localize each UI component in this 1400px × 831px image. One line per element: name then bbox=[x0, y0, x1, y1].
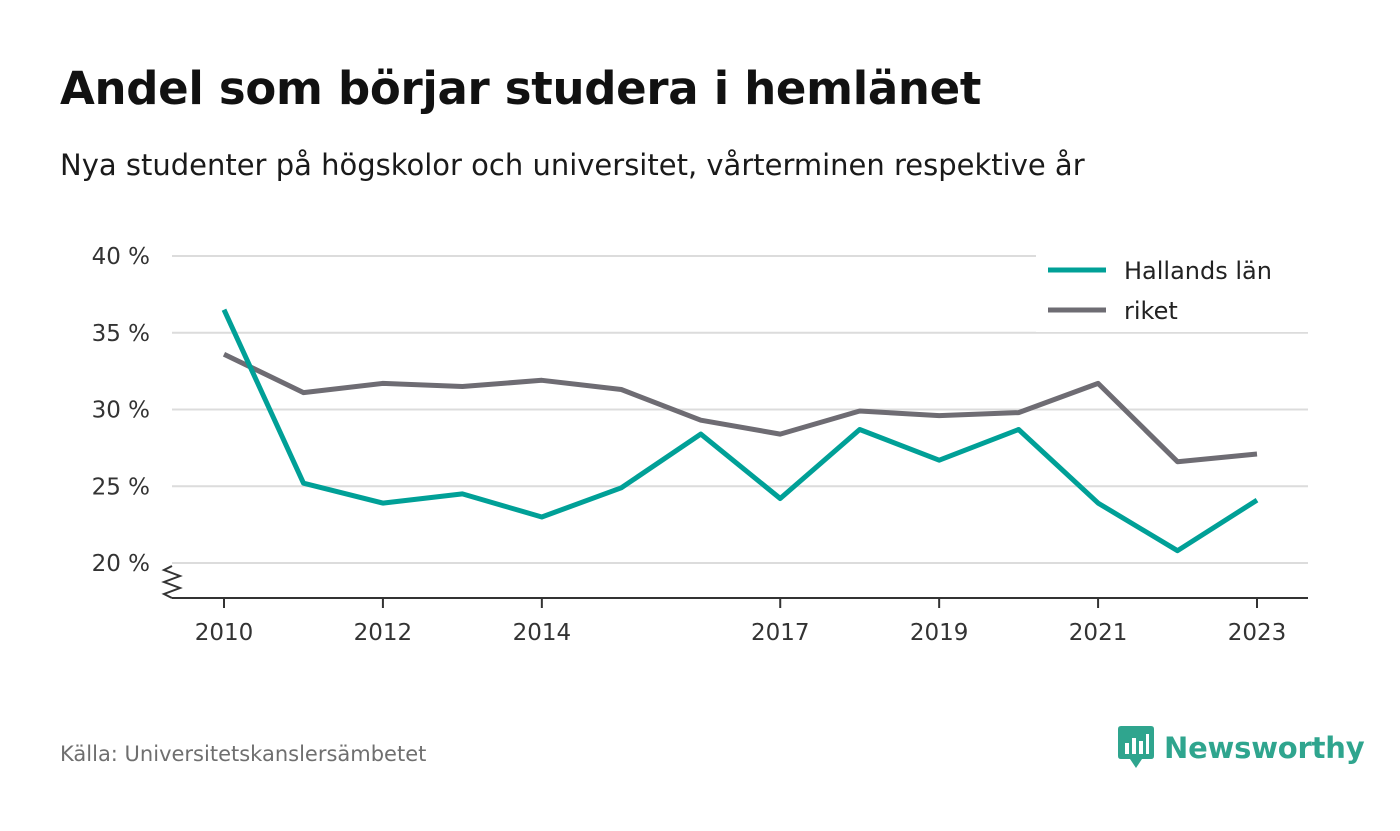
x-tick-label: 2010 bbox=[195, 620, 254, 646]
source-text: Källa: Universitetskanslersämbetet bbox=[60, 742, 427, 766]
axes: 20 % 25 % 30 % 35 % 40 % 2010 2012 2014 2017 2019… bbox=[92, 244, 1308, 646]
y-tick-label: 35 % bbox=[92, 321, 150, 347]
series-lines bbox=[221, 308, 1259, 554]
y-tick-label: 25 % bbox=[92, 474, 150, 500]
legend-label: Hallands län bbox=[1124, 257, 1272, 285]
y-tick-label: 40 % bbox=[92, 244, 150, 270]
x-tick-label: 2019 bbox=[910, 620, 969, 646]
brand-name: Newsworthy bbox=[1164, 731, 1365, 765]
series-line-riket bbox=[222, 351, 1258, 465]
y-tick-label: 20 % bbox=[92, 551, 150, 577]
y-tick-label: 30 % bbox=[92, 398, 150, 424]
chart-title: Andel som börjar studera i hemlänet bbox=[60, 62, 982, 115]
legend-background bbox=[1036, 246, 1308, 332]
newsworthy-logo-icon bbox=[1118, 726, 1154, 768]
x-tick-label: 2014 bbox=[513, 620, 572, 646]
x-tick-label: 2017 bbox=[751, 620, 810, 646]
x-tick-label: 2021 bbox=[1069, 620, 1128, 646]
chart-subtitle: Nya studenter på högskolor och universit… bbox=[60, 148, 1085, 182]
brand-logo: Newsworthy bbox=[1118, 726, 1365, 770]
x-tick-label: 2012 bbox=[354, 620, 413, 646]
legend: Hallands län riket bbox=[1036, 246, 1308, 332]
series-line-hallands-län bbox=[221, 308, 1259, 554]
axis-break-icon bbox=[161, 565, 183, 599]
x-tick-label: 2023 bbox=[1228, 620, 1287, 646]
legend-label: riket bbox=[1124, 297, 1178, 325]
